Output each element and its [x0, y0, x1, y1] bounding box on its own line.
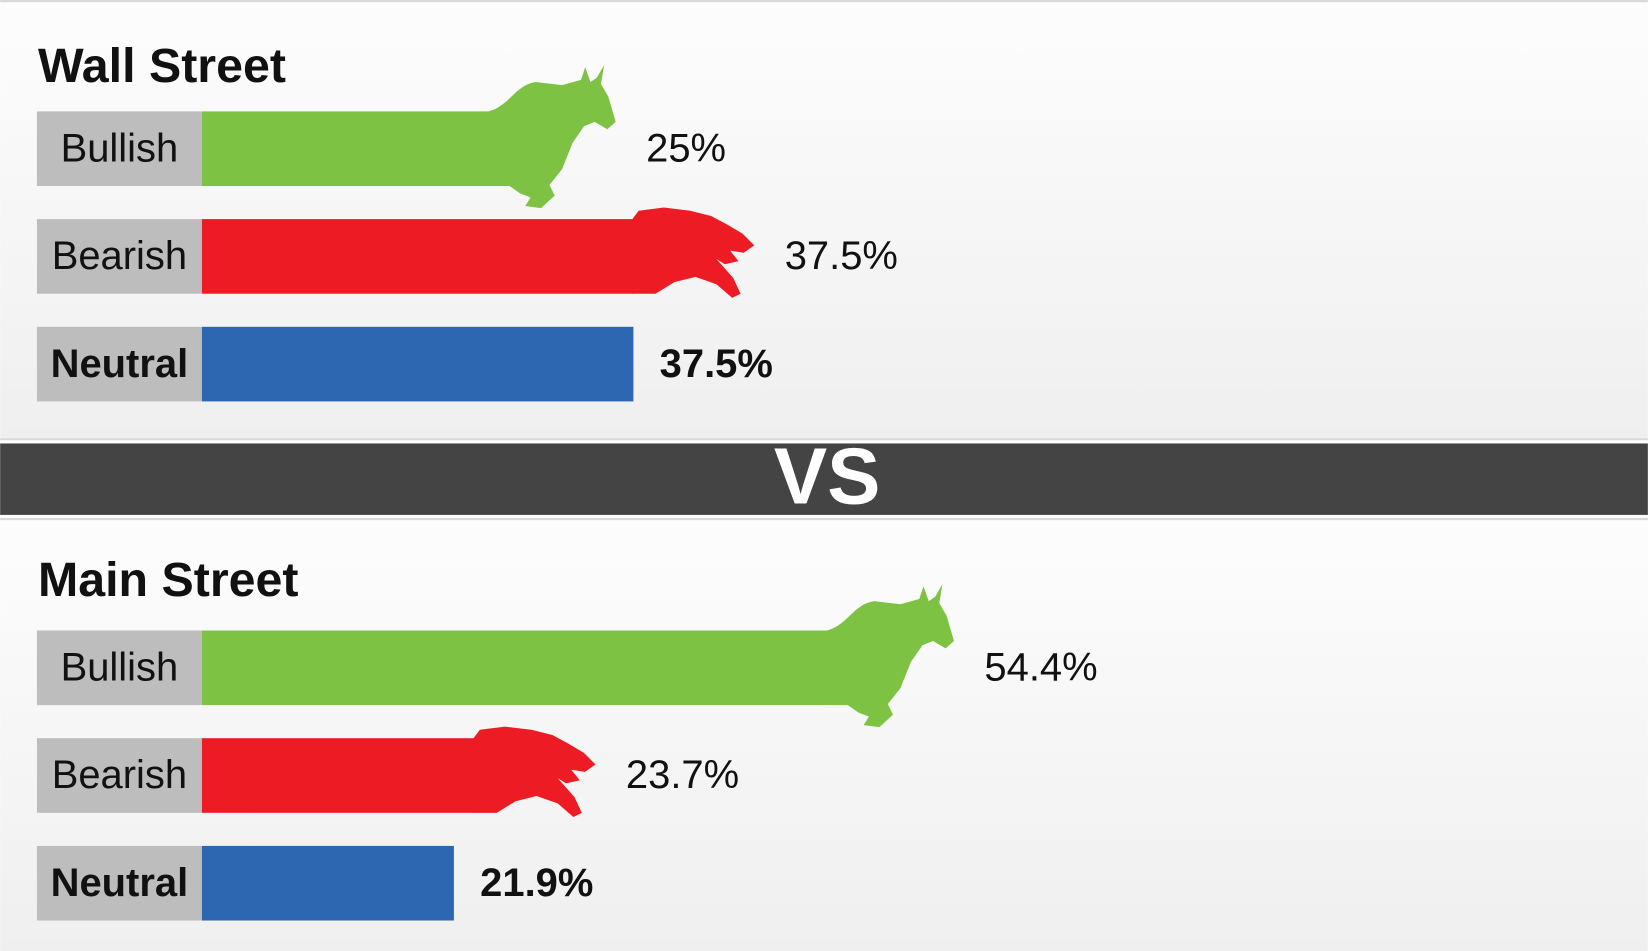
category-box — [36, 738, 202, 813]
category-box — [36, 219, 202, 294]
bear-icon — [473, 726, 596, 818]
bar — [201, 111, 490, 186]
vs-band — [0, 443, 1648, 515]
value-label: 21.9% — [480, 861, 593, 905]
category-label: Neutral — [51, 342, 189, 386]
bear-icon — [632, 207, 755, 298]
value-label: 23.7% — [626, 753, 739, 797]
category-label: Bullish — [61, 126, 179, 170]
category-label: Bullish — [61, 645, 179, 689]
bull-icon — [826, 584, 954, 728]
chart-title: Main Street — [38, 553, 299, 607]
value-label: 54.4% — [984, 645, 1097, 689]
value-label: 37.5% — [660, 342, 773, 386]
category-label: Neutral — [51, 861, 189, 905]
category-label: Bearish — [52, 234, 187, 278]
bar — [201, 326, 634, 402]
category-box — [36, 111, 202, 186]
category-box — [36, 326, 202, 402]
vs-label: VS — [774, 431, 881, 520]
bar — [201, 630, 828, 706]
value-label: 37.5% — [785, 234, 898, 278]
value-label: 25% — [646, 126, 726, 170]
chart-title: Wall Street — [38, 39, 286, 93]
bar — [201, 738, 475, 813]
bar — [201, 219, 634, 294]
bar — [201, 845, 454, 921]
category-box — [36, 845, 202, 921]
category-box — [36, 630, 202, 706]
bull-icon — [488, 65, 616, 209]
category-label: Bearish — [52, 753, 187, 797]
